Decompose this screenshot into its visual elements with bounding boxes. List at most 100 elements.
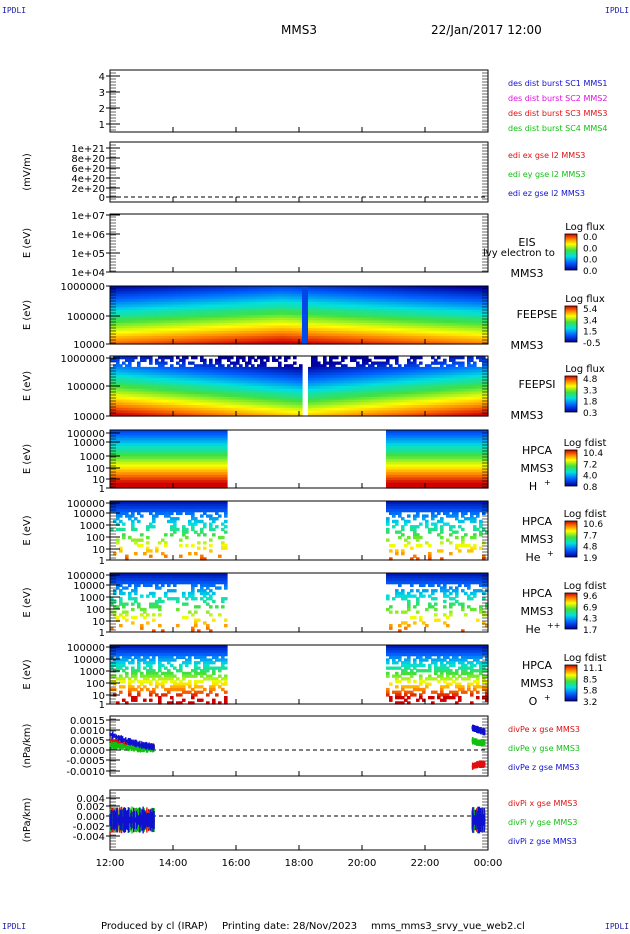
- heatmap-cell: [332, 315, 336, 319]
- heatmap-cell: [326, 315, 330, 319]
- heatmap-cell: [266, 296, 270, 300]
- heatmap-cell: [209, 341, 213, 345]
- heatmap-cell: [158, 330, 162, 334]
- heatmap-cell: [119, 333, 123, 337]
- heatmap-cell: [119, 307, 123, 311]
- heatmap-cell: [122, 388, 126, 392]
- heatmap-cell: [335, 330, 339, 334]
- heatmap-cell: [137, 291, 141, 295]
- heatmap-cell: [155, 328, 159, 332]
- heatmap-cell: [233, 299, 237, 303]
- heatmap-cell: [218, 286, 222, 290]
- heatmap-cell: [146, 383, 150, 387]
- heatmap-cell: [161, 330, 165, 334]
- heatmap-cell: [290, 320, 294, 324]
- heatmap-cell: [215, 304, 219, 308]
- heatmap-cell: [338, 325, 342, 329]
- heatmap-cell: [113, 386, 117, 390]
- heatmap-cell: [164, 307, 168, 311]
- heatmap-cell: [353, 330, 357, 334]
- heatmap-cell: [137, 405, 141, 409]
- heatmap-cell: [119, 312, 123, 316]
- heatmap-cell: [140, 388, 144, 392]
- heatmap-cell: [143, 372, 147, 376]
- heatmap-cell: [425, 333, 429, 337]
- heatmap-cell: [296, 325, 300, 329]
- heatmap-cell: [401, 309, 405, 313]
- heatmap-cell: [269, 322, 273, 327]
- heatmap-cell: [470, 336, 474, 340]
- heatmap-cell: [128, 410, 132, 414]
- heatmap-cell: [290, 312, 294, 316]
- heatmap-cell: [134, 296, 138, 300]
- heatmap-cell: [242, 299, 246, 303]
- heatmap-cell: [161, 286, 165, 290]
- heatmap-cell: [134, 338, 138, 342]
- heatmap-cell: [209, 315, 213, 319]
- heatmap-cell: [413, 288, 417, 292]
- heatmap-cell: [161, 315, 165, 319]
- heatmap-cell: [293, 286, 297, 290]
- heatmap-cell: [203, 304, 207, 308]
- heatmap-cell: [251, 288, 255, 292]
- heatmap-cell: [485, 293, 489, 298]
- heatmap-cell: [128, 399, 132, 403]
- heatmap-cell: [350, 336, 354, 340]
- heatmap-cell: [329, 315, 333, 319]
- heatmap-cell: [284, 312, 288, 316]
- heatmap-cell: [275, 325, 279, 329]
- heatmap-cell: [275, 320, 279, 324]
- heatmap-cell: [215, 338, 219, 342]
- heatmap-cell: [257, 315, 261, 319]
- heatmap-cell: [353, 299, 357, 303]
- heatmap-cell: [248, 301, 252, 305]
- heatmap-cell: [383, 304, 387, 308]
- heatmap-cell: [206, 338, 210, 342]
- heatmap-cell: [365, 328, 369, 332]
- heatmap-cell: [449, 315, 453, 319]
- heatmap-cell: [188, 338, 192, 342]
- heatmap-cell: [470, 286, 474, 290]
- heatmap-cell: [146, 396, 150, 401]
- heatmap-cell: [383, 338, 387, 342]
- heatmap-cell: [206, 328, 210, 332]
- heatmap-cell: [242, 288, 246, 292]
- heatmap-cell: [230, 322, 234, 327]
- heatmap-cell: [410, 336, 414, 340]
- heatmap-cell: [299, 293, 303, 298]
- heatmap-cell: [131, 407, 135, 412]
- heatmap-cell: [443, 296, 447, 300]
- heatmap-cell: [215, 328, 219, 332]
- heatmap-cell: [131, 291, 135, 295]
- heatmap-cell: [308, 304, 312, 308]
- heatmap-cell: [119, 286, 123, 290]
- heatmap-cell: [167, 312, 171, 316]
- heatmap-cell: [200, 333, 204, 337]
- heatmap-cell: [323, 328, 327, 332]
- heatmap-cell: [134, 394, 138, 398]
- heatmap-cell: [320, 315, 324, 319]
- heatmap-cell: [365, 341, 369, 345]
- heatmap-cell: [356, 288, 360, 292]
- heatmap-cell: [188, 315, 192, 319]
- heatmap-cell: [446, 301, 450, 305]
- heatmap-cell: [215, 330, 219, 334]
- y-tick-label: 100000: [67, 312, 105, 323]
- heatmap-cell: [350, 320, 354, 324]
- heatmap-cell: [437, 325, 441, 329]
- heatmap-cell: [308, 291, 312, 295]
- heatmap-cell: [167, 299, 171, 303]
- heatmap-cell: [461, 286, 465, 290]
- heatmap-cell: [203, 320, 207, 324]
- heatmap-cell: [113, 338, 117, 342]
- heatmap-cell: [125, 336, 129, 340]
- heatmap-cell: [119, 366, 123, 371]
- heatmap-cell: [119, 388, 123, 392]
- heatmap-cell: [425, 317, 429, 321]
- heatmap-cell: [293, 328, 297, 332]
- heatmap-cell: [440, 286, 444, 290]
- heatmap-cell: [416, 325, 420, 329]
- heatmap-cell: [260, 328, 264, 332]
- heatmap-cell: [203, 341, 207, 345]
- heatmap-cell: [206, 291, 210, 295]
